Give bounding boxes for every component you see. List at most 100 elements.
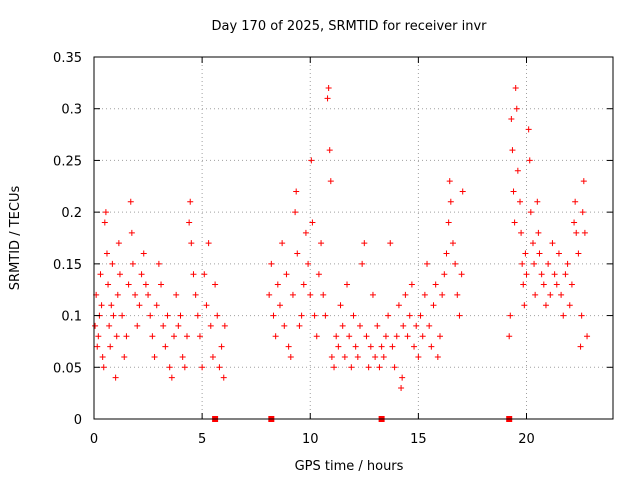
data-point	[327, 178, 334, 185]
x-tick-label: 10	[302, 432, 319, 447]
data-point	[369, 291, 376, 298]
data-point	[315, 271, 322, 278]
data-point	[177, 312, 184, 319]
data-point	[116, 271, 123, 278]
data-point	[542, 302, 549, 309]
data-point	[287, 353, 294, 360]
data-point	[511, 219, 518, 226]
data-point	[447, 198, 454, 205]
data-point	[339, 322, 346, 329]
data-point	[529, 240, 536, 247]
y-tick-label: 0.05	[53, 361, 82, 376]
x-tick-label: 5	[198, 432, 206, 447]
y-tick-label: 0.35	[53, 51, 82, 66]
data-point	[95, 333, 102, 340]
data-point	[294, 250, 301, 257]
data-point	[522, 250, 529, 257]
data-point	[168, 374, 175, 381]
data-point	[194, 312, 201, 319]
data-point	[171, 333, 178, 340]
data-point	[313, 333, 320, 340]
data-points	[92, 85, 591, 391]
data-point	[105, 281, 112, 288]
data-point	[521, 302, 528, 309]
data-point	[199, 364, 206, 371]
data-point	[437, 333, 443, 340]
data-point	[214, 312, 221, 319]
data-point	[140, 250, 147, 257]
data-point	[531, 260, 538, 267]
data-point	[571, 219, 578, 226]
data-point	[94, 343, 101, 350]
data-point	[151, 353, 158, 360]
data-point	[300, 281, 307, 288]
data-point	[344, 281, 351, 288]
data-point	[320, 291, 327, 298]
data-point	[426, 322, 433, 329]
data-point	[445, 219, 452, 226]
data-point	[289, 291, 296, 298]
data-point	[175, 322, 182, 329]
data-point	[526, 157, 533, 164]
data-point	[196, 333, 203, 340]
data-point	[302, 229, 309, 236]
data-point	[350, 312, 357, 319]
data-point	[510, 188, 517, 195]
data-point	[192, 291, 199, 298]
data-point	[293, 188, 300, 195]
data-point	[205, 240, 212, 247]
data-point	[162, 343, 169, 350]
data-point	[520, 281, 527, 288]
data-point	[266, 291, 273, 298]
data-point	[443, 250, 450, 257]
data-point	[446, 178, 453, 185]
data-point	[158, 281, 165, 288]
data-point	[514, 167, 521, 174]
data-point	[110, 312, 117, 319]
data-point	[527, 209, 534, 216]
data-point	[216, 364, 223, 371]
data-point	[134, 322, 141, 329]
data-point	[203, 302, 210, 309]
x-tick-label: 0	[90, 432, 98, 447]
data-point	[331, 364, 338, 371]
data-point	[391, 364, 398, 371]
data-point	[456, 312, 463, 319]
data-point	[361, 240, 368, 247]
data-point	[279, 240, 286, 247]
data-point	[309, 219, 316, 226]
data-point	[160, 322, 167, 329]
data-point	[525, 126, 532, 133]
data-point	[400, 322, 407, 329]
x-tick-label: 15	[410, 432, 427, 447]
data-point	[129, 260, 136, 267]
data-point	[138, 271, 145, 278]
data-point	[439, 291, 446, 298]
data-point	[285, 343, 292, 350]
data-point	[536, 250, 543, 257]
data-point	[523, 271, 530, 278]
data-point	[121, 353, 128, 360]
data-point	[534, 198, 541, 205]
data-point	[374, 322, 381, 329]
data-point	[326, 147, 333, 154]
data-point	[179, 353, 186, 360]
data-point	[512, 85, 519, 92]
data-point	[186, 219, 193, 226]
data-point	[575, 250, 582, 257]
data-point	[296, 322, 303, 329]
data-point	[188, 240, 195, 247]
data-point	[114, 291, 121, 298]
data-point	[549, 240, 556, 247]
data-point	[354, 353, 361, 360]
data-point	[149, 333, 156, 340]
data-point	[221, 322, 228, 329]
data-point	[102, 209, 109, 216]
data-point	[572, 198, 579, 205]
data-point	[417, 312, 424, 319]
data-point	[573, 229, 580, 236]
data-point	[393, 333, 400, 340]
data-point	[119, 312, 126, 319]
data-point	[421, 291, 428, 298]
